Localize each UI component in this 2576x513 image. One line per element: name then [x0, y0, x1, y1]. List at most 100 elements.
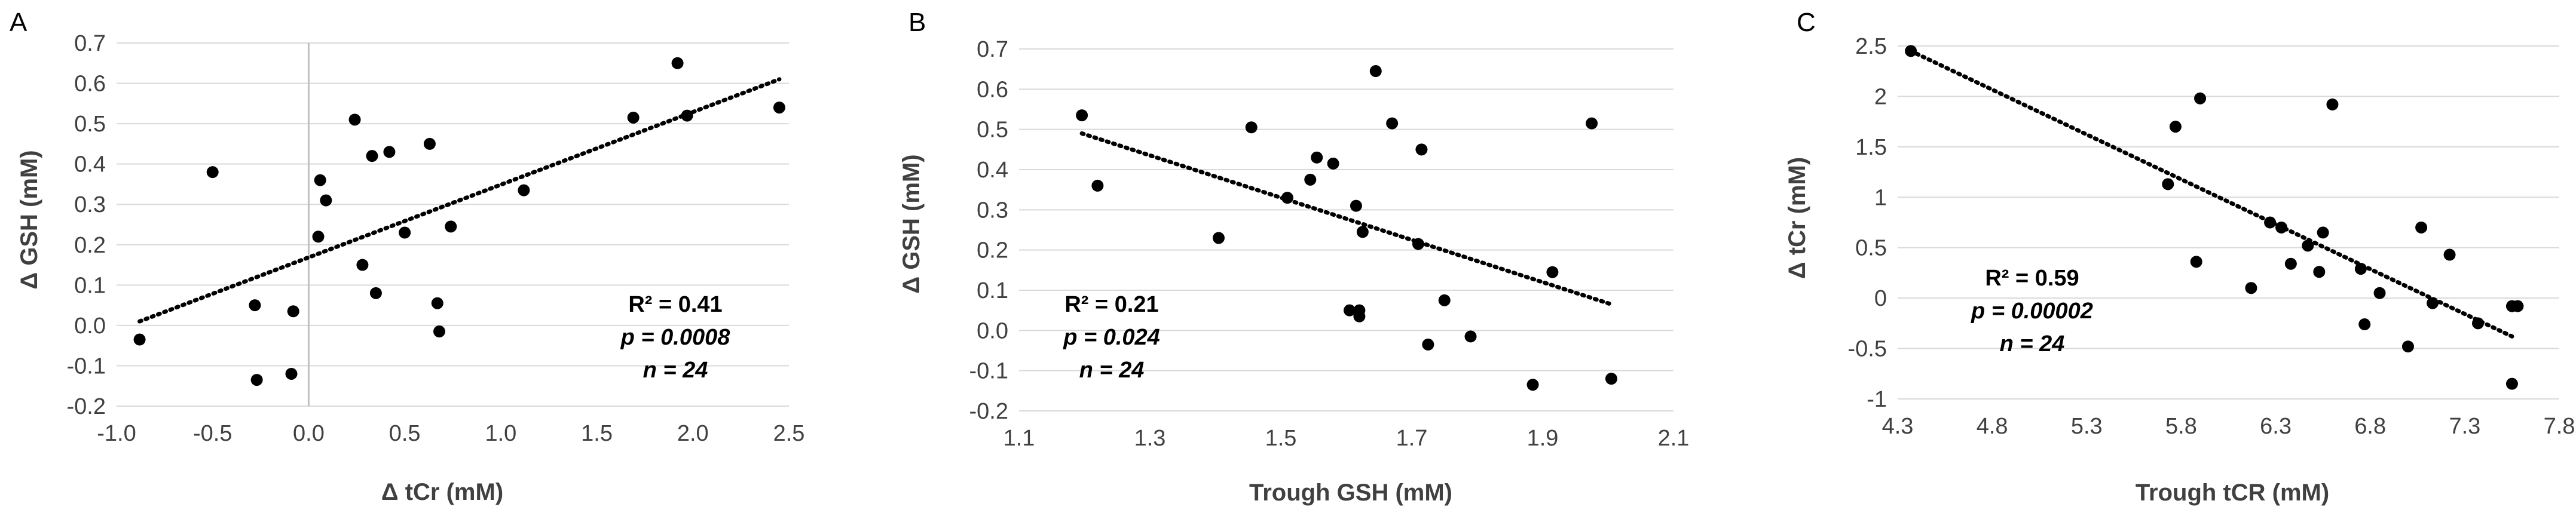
x-axis-title-a: Δ tCr (mM) [381, 479, 503, 505]
y-axis-title-b: Δ GSH (mM) [898, 154, 925, 293]
data-point-c [2326, 98, 2339, 110]
data-point-a [423, 137, 436, 150]
y-tick-label-c: 2 [1874, 84, 1887, 109]
y-tick-label-a: 0.7 [74, 31, 106, 56]
data-point-a [312, 231, 325, 243]
data-point-b [1464, 330, 1477, 343]
data-point-a [681, 109, 693, 122]
x-tick-label-a: 2.0 [677, 421, 709, 446]
x-tick-label-c: 4.3 [1882, 414, 1914, 439]
panel-letter-a: A [10, 8, 27, 37]
stat-n-b: n = 24 [1079, 358, 1145, 383]
y-tick-label-a: 0.3 [74, 192, 106, 217]
stat-p-b: p = 0.024 [1063, 325, 1160, 350]
x-tick-label-c: 7.8 [2544, 414, 2575, 439]
data-point-b [1076, 109, 1088, 122]
data-point-c [1905, 45, 1917, 57]
stat-p-c: p = 0.00002 [1971, 299, 2093, 324]
stat-r2-c: R² = 0.59 [1985, 266, 2079, 291]
data-point-b [1386, 117, 1399, 130]
data-point-a [431, 297, 443, 309]
data-point-b [1438, 294, 1451, 306]
data-point-b [1369, 65, 1382, 78]
x-tick-label-a: 0.0 [293, 421, 325, 446]
stat-n-c: n = 24 [2000, 331, 2065, 357]
data-point-a [356, 259, 369, 271]
data-point-a [671, 57, 684, 69]
y-tick-label-c: -0.5 [1848, 337, 1887, 362]
stat-n-a: n = 24 [643, 358, 708, 383]
data-point-c [2313, 266, 2326, 278]
y-tick-label-b: 0.4 [977, 158, 1008, 183]
y-tick-label-a: 0.0 [74, 314, 106, 339]
y-tick-label-c: 1.5 [1855, 135, 1887, 160]
x-tick-label-a: 1.0 [485, 421, 516, 446]
x-tick-label-b: 1.5 [1265, 426, 1297, 451]
y-tick-label-a: -0.1 [67, 354, 106, 379]
data-point-c [2317, 226, 2329, 239]
y-axis-title-a: Δ GSH (mM) [16, 150, 42, 289]
data-point-a [399, 226, 411, 239]
x-tick-label-a: -1.0 [97, 421, 136, 446]
data-point-a [287, 305, 299, 318]
y-tick-label-a: 0.2 [74, 233, 106, 258]
data-point-b [1304, 173, 1317, 186]
data-point-c [2401, 340, 2414, 353]
y-tick-label-a: 0.6 [74, 72, 106, 97]
data-point-c [2427, 297, 2439, 309]
data-point-c [2373, 287, 2386, 299]
y-tick-label-b: 0.1 [977, 278, 1008, 303]
stat-p-a: p = 0.0008 [620, 325, 731, 350]
data-point-c [2264, 216, 2277, 229]
data-point-a [627, 111, 640, 124]
data-point-c [2302, 239, 2314, 252]
data-point-c [2275, 221, 2288, 234]
data-point-a [348, 113, 361, 126]
y-tick-label-b: 0.3 [977, 198, 1008, 223]
data-point-a [369, 287, 382, 299]
data-point-b [1212, 232, 1225, 244]
data-point-b [1546, 266, 1559, 278]
data-point-a [433, 325, 445, 338]
data-point-c [2443, 248, 2456, 261]
x-tick-label-a: -0.5 [193, 421, 232, 446]
data-point-a [285, 367, 298, 380]
trendline-b [1079, 131, 1614, 307]
data-point-c [2162, 178, 2174, 191]
data-point-b [1605, 373, 1617, 385]
panel-a: A -0.2 -0.1 0.0 0.1 0.2 0.3 0.4 0.5 0.6 0.7 -1.0 -… [10, 8, 804, 505]
x-tick-label-c: 7.3 [2449, 414, 2480, 439]
data-point-b [1586, 117, 1598, 130]
panel-letter-b: B [908, 8, 926, 37]
x-tick-label-c: 6.8 [2354, 414, 2386, 439]
y-axis-title-c: Δ tCr (mM) [1784, 157, 1810, 279]
data-point-c [2415, 221, 2428, 234]
panel-c: C -1 -0.5 0 0.5 1 1.5 2 2.5 4.3 4.8 5.3 5.8 6.3 6.8 7… [1784, 8, 2575, 506]
data-point-a [250, 374, 263, 386]
x-tick-label-a: 2.5 [773, 421, 805, 446]
panel-b: B -0.2 -0.1 0.0 0.1 0.2 0.3 0.4 0.5 0.6 0.7 1.1 1.… [898, 8, 1689, 506]
data-point-c [2190, 256, 2202, 268]
y-tick-label-b: 0.6 [977, 77, 1008, 102]
y-tick-label-b: 0.2 [977, 238, 1008, 263]
y-tick-label-b: 0.5 [977, 118, 1008, 143]
data-point-b [1422, 338, 1434, 351]
data-point-c [2511, 300, 2524, 312]
data-point-b [1281, 192, 1293, 204]
y-tick-label-c: 0 [1874, 286, 1887, 311]
stat-r2-b: R² = 0.21 [1064, 292, 1158, 317]
y-tick-label-b: 0.7 [977, 37, 1008, 62]
x-tick-label-a: 1.5 [581, 421, 613, 446]
y-tick-label-a: 0.5 [74, 112, 106, 137]
data-point-a [366, 150, 378, 162]
data-point-b [1343, 304, 1356, 317]
panel-letter-c: C [1797, 8, 1816, 37]
data-point-b [1356, 226, 1369, 238]
y-tick-label-b: -0.2 [969, 399, 1008, 424]
data-point-b [1526, 379, 1539, 391]
data-point-c [2284, 257, 2297, 270]
y-tick-label-c: -1 [1867, 387, 1887, 412]
data-point-a [445, 220, 457, 233]
y-tick-label-c: 1 [1874, 185, 1887, 210]
